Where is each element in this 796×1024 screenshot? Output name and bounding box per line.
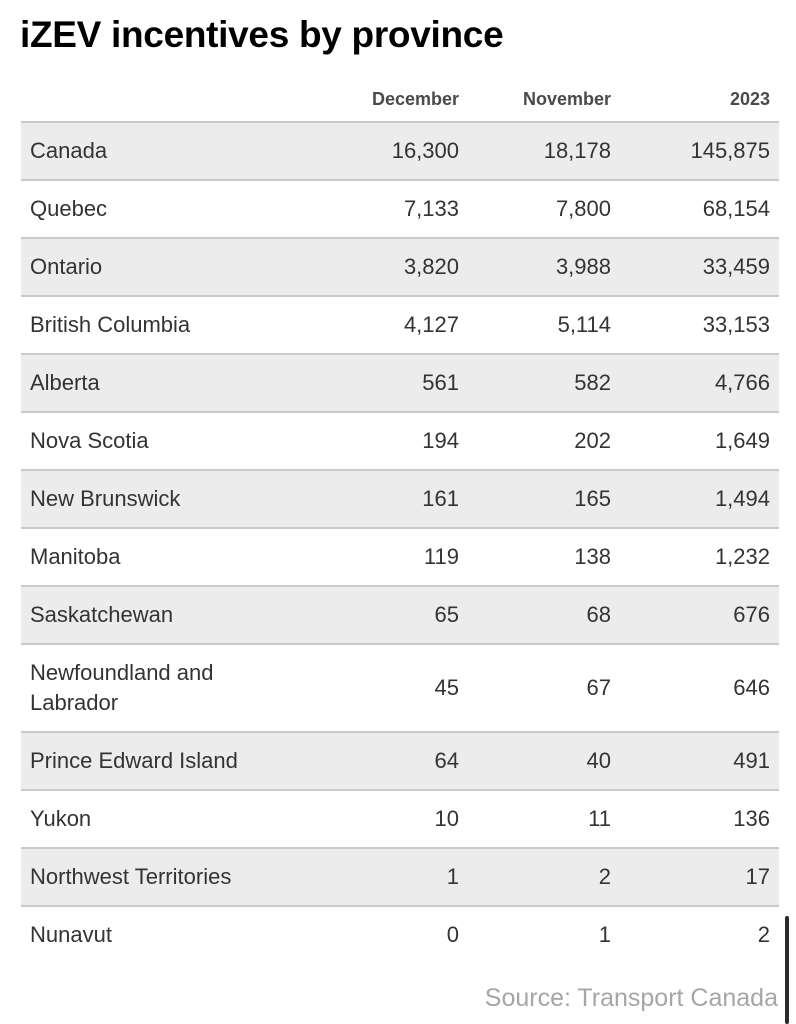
cell-november: 18,178 — [468, 122, 620, 181]
cell-november: 138 — [468, 528, 620, 587]
cell-december: 1 — [326, 848, 468, 907]
cell-2023: 2 — [757, 922, 770, 947]
row-label: Northwest Territories — [21, 848, 326, 907]
cell-2023: 136 — [620, 790, 779, 849]
cell-2023: 676 — [620, 586, 779, 645]
row-label: Nunavut — [30, 922, 112, 947]
cell-december: 0 — [446, 922, 459, 947]
row-label: Yukon — [21, 790, 326, 849]
cell-2023: 33,153 — [620, 296, 779, 355]
cell-2023: 491 — [620, 732, 779, 791]
cell-december: 45 — [326, 644, 468, 733]
cell-december: 10 — [326, 790, 468, 849]
row-label: Ontario — [21, 238, 326, 297]
cell-december: 16,300 — [326, 122, 468, 181]
table-row: Manitoba 119 138 1,232 — [21, 528, 779, 587]
column-header-december: December — [326, 78, 468, 123]
table-row: British Columbia 4,127 5,114 33,153 — [21, 296, 779, 355]
table-row: Yukon 10 11 136 — [21, 790, 779, 849]
cell-2023: 646 — [620, 644, 779, 733]
cell-2023: 145,875 — [620, 122, 779, 181]
cell-november: 68 — [468, 586, 620, 645]
header-row: December November 2023 — [21, 78, 779, 123]
row-label: British Columbia — [21, 296, 326, 355]
incentives-table: December November 2023 Canada 16,300 18,17… — [21, 78, 779, 963]
column-header-province — [21, 78, 326, 123]
row-label: Newfoundland and Labrador — [21, 644, 326, 733]
cell-december: 65 — [326, 586, 468, 645]
cell-2023: 1,232 — [620, 528, 779, 587]
row-label: Canada — [21, 122, 326, 181]
cell-december: 7,133 — [326, 180, 468, 239]
cell-november: 582 — [468, 354, 620, 413]
table-row: Quebec 7,133 7,800 68,154 — [21, 180, 779, 239]
table-row: Alberta 561 582 4,766 — [21, 354, 779, 413]
row-label: Nova Scotia — [21, 412, 326, 471]
table-header: December November 2023 — [21, 78, 779, 123]
row-label: New Brunswick — [21, 470, 326, 529]
table-row: New Brunswick 161 165 1,494 — [21, 470, 779, 529]
cell-november: 5,114 — [468, 296, 620, 355]
table-row: Saskatchewan 65 68 676 — [21, 586, 779, 645]
table-row: Ontario 3,820 3,988 33,459 — [21, 238, 779, 297]
scrollbar-thumb[interactable] — [785, 916, 789, 1024]
column-header-november: November — [468, 78, 620, 123]
cell-november: 165 — [468, 470, 620, 529]
table-row: Northwest Territories 1 2 17 — [21, 848, 779, 907]
cell-2023: 1,649 — [620, 412, 779, 471]
cell-november: 7,800 — [468, 180, 620, 239]
cell-november: 202 — [468, 412, 620, 471]
cell-december: 119 — [326, 528, 468, 587]
cell-december: 561 — [326, 354, 468, 413]
row-label: Prince Edward Island — [21, 732, 326, 791]
cell-november: 67 — [468, 644, 620, 733]
cell-december: 161 — [326, 470, 468, 529]
row-label: Quebec — [21, 180, 326, 239]
cell-december: 3,820 — [326, 238, 468, 297]
table-row: Prince Edward Island 64 40 491 — [21, 732, 779, 791]
cell-december: 64 — [326, 732, 468, 791]
cell-2023: 33,459 — [620, 238, 779, 297]
table-row: Nova Scotia 194 202 1,649 — [21, 412, 779, 471]
table-row: Newfoundland and Labrador 45 67 646 — [21, 644, 779, 733]
table-body: Canada 16,300 18,178 145,875 Quebec 7,133 7,80… — [21, 122, 779, 963]
cell-november: 1 — [598, 922, 611, 947]
table-row: Nunavut 0 1 2 — [21, 906, 779, 963]
cell-november: 2 — [468, 848, 620, 907]
row-label: Alberta — [21, 354, 326, 413]
cell-november: 40 — [468, 732, 620, 791]
table-row: Canada 16,300 18,178 145,875 — [21, 122, 779, 181]
cell-2023: 68,154 — [620, 180, 779, 239]
cell-2023: 4,766 — [620, 354, 779, 413]
row-label: Saskatchewan — [21, 586, 326, 645]
cell-december: 4,127 — [326, 296, 468, 355]
cell-november: 11 — [468, 790, 620, 849]
row-label: Manitoba — [21, 528, 326, 587]
source-note: Source: Transport Canada — [484, 984, 778, 1012]
column-header-2023: 2023 — [620, 78, 779, 123]
cell-november: 3,988 — [468, 238, 620, 297]
cell-december: 194 — [326, 412, 468, 471]
cell-2023: 1,494 — [620, 470, 779, 529]
cell-2023: 17 — [620, 848, 779, 907]
table-title: iZEV incentives by province — [20, 14, 504, 55]
